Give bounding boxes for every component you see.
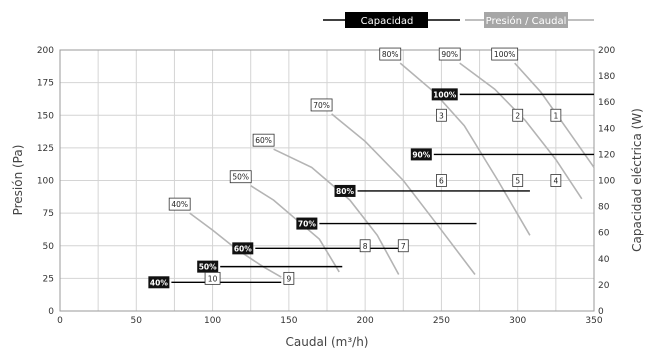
capacity-label-box <box>410 148 432 161</box>
y-tick-label: 75 <box>43 209 54 219</box>
operating-point-box <box>436 174 447 187</box>
capacity-label-box <box>197 260 219 273</box>
legend-label-pressure: Presión / Caudal <box>486 15 567 27</box>
capacity-label: 50% <box>199 263 217 272</box>
pressure-curve <box>459 62 583 200</box>
pressure-curve-label: 40% <box>171 200 188 209</box>
capacity-lines: 40% 50% 60% 70% 80% 90% 100% <box>148 88 594 289</box>
operating-point-box <box>436 108 447 122</box>
y2-tick-label: 80 <box>598 203 610 213</box>
pressure-curve <box>399 62 531 236</box>
y2-tick-label: 0 <box>598 307 604 317</box>
operating-point-label: 7 <box>401 242 406 251</box>
capacity-label: 70% <box>298 220 316 229</box>
y2-tick-label: 40 <box>598 255 610 265</box>
y-tick-label: 125 <box>37 144 54 154</box>
pressure-curve-label: 90% <box>441 50 458 59</box>
x-tick-label: 100 <box>204 316 221 326</box>
operating-point-box <box>283 271 295 285</box>
y2-tick-label: 120 <box>598 150 615 160</box>
pressure-curve-label-box <box>168 197 191 211</box>
x-tick-label: 0 <box>57 316 63 326</box>
operating-point-box <box>397 239 409 253</box>
capacity-label: 60% <box>234 244 252 253</box>
x-axis-title: Caudal (m³/h) <box>286 335 369 349</box>
operating-point-box <box>512 174 524 187</box>
y2-tick-label: 180 <box>598 72 615 82</box>
pressure-curve <box>250 185 340 273</box>
legend-swatch-capacity <box>345 12 428 28</box>
pressure-curve-label: 70% <box>313 101 330 110</box>
pressure-curve-label-box <box>379 47 402 61</box>
x-tick-label: 50 <box>131 316 143 326</box>
x-tick-label: 250 <box>433 316 450 326</box>
operating-point-box <box>550 174 562 187</box>
y2-tick-label: 160 <box>598 98 615 108</box>
pressure-curve-label-box <box>252 133 275 147</box>
y-tick-label: 50 <box>43 242 55 252</box>
operating-point-label: 2 <box>515 111 520 120</box>
operating-points: 1 2 3 4 5 6 7 8 9 10 <box>204 108 562 285</box>
y2-tick-label: 200 <box>598 46 615 56</box>
x-tick-label: 150 <box>280 316 297 326</box>
operating-point-box <box>550 108 562 122</box>
operating-point-label: 5 <box>515 177 520 186</box>
operating-point-box <box>359 239 371 253</box>
axes: 0 50 100 150 200 250 300 3500255075100125150175… <box>37 46 616 326</box>
capacity-label: 80% <box>336 187 354 196</box>
legend-swatch-pressure <box>484 12 568 28</box>
operating-point-label: 8 <box>363 242 368 251</box>
pressure-curve-label-box <box>491 47 519 61</box>
operating-point-label: 1 <box>553 111 558 120</box>
y2-tick-label: 140 <box>598 124 615 134</box>
y-axis-title: Presión (Pa) <box>11 145 25 216</box>
operating-point-label: 10 <box>208 274 218 283</box>
capacity-label-box <box>296 217 318 230</box>
pressure-curve <box>273 148 400 275</box>
pressure-curve-label: 80% <box>382 50 399 59</box>
y-tick-label: 150 <box>37 111 54 121</box>
capacity-label-box <box>232 242 254 255</box>
operating-point-label: 3 <box>439 111 444 120</box>
y-tick-label: 175 <box>37 79 54 89</box>
pressure-curve-label-box <box>310 98 333 112</box>
legend-label-capacity: Capacidad <box>361 16 414 27</box>
y2-tick-label: 60 <box>598 229 610 239</box>
x-tick-label: 300 <box>509 316 526 326</box>
pressure-curve <box>331 113 476 275</box>
y-tick-label: 0 <box>48 307 54 317</box>
y-tick-label: 200 <box>37 46 54 56</box>
capacity-label: 90% <box>412 150 430 159</box>
plot-frame <box>59 49 595 312</box>
operating-point-box <box>204 271 221 285</box>
pressure-curve-label-box <box>438 47 461 61</box>
operating-point-label: 6 <box>439 177 444 186</box>
capacity-label: 100% <box>433 90 457 99</box>
pressure-curve-label: 100% <box>494 50 515 59</box>
y2-axis-title: Capacidad eléctrica (W) <box>630 108 644 252</box>
capacity-label-box <box>431 88 458 101</box>
capacity-label: 40% <box>150 278 168 287</box>
capacity-label-box <box>148 276 170 289</box>
y2-tick-label: 20 <box>598 281 610 291</box>
operating-point-label: 4 <box>553 177 558 186</box>
capacity-label-box <box>334 184 356 197</box>
pressure-curve-label: 50% <box>232 173 249 182</box>
y2-tick-label: 100 <box>598 177 615 187</box>
x-tick-label: 350 <box>585 316 602 326</box>
y-tick-label: 25 <box>43 274 54 284</box>
x-tick-label: 200 <box>357 316 374 326</box>
pressure-curve-label-box <box>229 170 252 184</box>
operating-point-box <box>512 108 524 122</box>
legend: Capacidad Presión / Caudal <box>323 12 594 28</box>
y-tick-label: 100 <box>37 177 54 187</box>
pressure-curve-label: 60% <box>255 136 272 145</box>
operating-point-label: 9 <box>286 274 291 283</box>
